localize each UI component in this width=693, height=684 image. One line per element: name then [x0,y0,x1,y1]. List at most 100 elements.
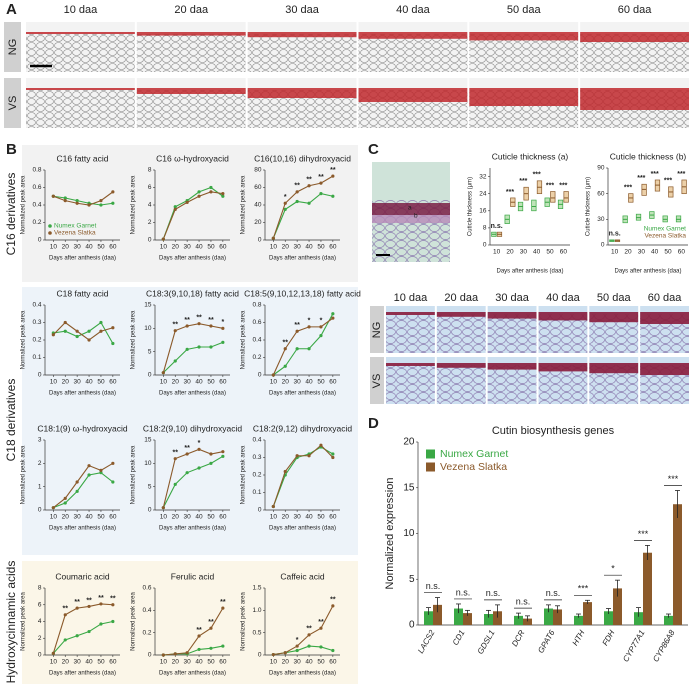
series-line [162,448,223,508]
point [63,496,67,500]
micrograph-cells [436,314,486,353]
x-tick-label: FDH [601,628,617,647]
y-tick-label: 3 [38,437,42,444]
point [185,651,189,655]
point [319,645,323,649]
x-tick-label: DCR [510,628,527,648]
x-tick-label: 20 [172,244,180,251]
significance: *** [624,185,632,192]
series-line [162,191,223,240]
point [87,338,91,342]
x-tick-label: 60 [329,244,337,251]
point [197,447,201,451]
significance: ** [294,322,300,329]
box [550,191,556,203]
bar [463,613,472,625]
y-tick-label: 10 [144,460,152,467]
point [197,194,201,198]
point [331,174,335,178]
row-label: NG [371,322,383,339]
y-tick-label: 6 [38,601,42,608]
y-tick-label: 0 [409,620,415,631]
chart-title: Cuticle thickness (b) [610,151,687,161]
x-tick-label: 20 [62,244,70,251]
bar [604,611,613,625]
chart-title: Caffeic acid [280,571,325,581]
point [331,194,335,198]
point [111,461,115,465]
image-mark: a [408,205,412,212]
y-tick-label: 0 [258,507,262,514]
x-tick-label: 30 [74,659,82,666]
cuticle-stain [580,32,689,42]
x-tick-label: 10 [50,244,58,251]
series-line [162,323,223,373]
point [283,651,287,655]
point [63,199,67,203]
x-tick-label: 50 [97,244,105,251]
x-tick-label: 20 [506,249,514,256]
micrograph-cells [136,90,246,128]
row-label: VS [7,96,19,111]
point [221,644,225,648]
cuticle-stain [358,32,468,39]
x-tick-label: 30 [184,514,192,521]
y-axis-label: Normalized peak area [131,175,137,234]
box [531,199,537,212]
point [75,606,79,610]
x-axis-label: Days after anthesis (daa) [159,256,226,262]
column-label: 60 daa [618,4,653,16]
significance: ** [98,595,104,602]
y-tick-label: 0 [258,237,262,244]
y-tick-label: 0.4 [142,607,151,614]
column-label: 50 daa [597,292,632,304]
significance: n.s. [426,581,441,591]
section-label: Hydroxycinnamic acids [4,561,18,684]
x-tick-label: CYP77A1 [621,629,646,664]
cuticle-stain [538,312,588,321]
series-line [53,195,113,206]
overview-micrograph [372,162,450,262]
point [99,203,103,207]
x-tick-label: 60 [219,514,227,521]
point [307,347,311,351]
significance: ** [208,317,214,324]
y-tick-label: 0.8 [252,302,261,309]
y-tick-label: 6 [148,184,152,191]
significance: ** [110,596,116,603]
point [99,320,103,325]
x-tick-label: 30 [294,514,302,521]
box [563,191,569,203]
micrograph-cells [386,314,435,353]
x-tick-label: 50 [97,379,105,386]
x-tick-label: GPAT6 [536,628,557,655]
x-tick-label: 20 [172,514,180,521]
significance: ** [63,606,69,613]
y-tick-label: 2 [38,460,42,467]
point [197,322,201,326]
x-tick-label: 60 [678,249,686,256]
point [75,634,79,638]
significance: ** [306,177,312,184]
bar [544,608,553,625]
x-tick-label: 40 [195,514,203,521]
point [185,452,189,456]
x-tick-label: GDSL1 [476,629,497,656]
point [51,506,55,510]
x-tick-label: 60 [219,379,227,386]
x-tick-label: 10 [50,379,58,386]
point [197,647,201,652]
x-tick-label: 60 [329,379,337,386]
significance: ** [184,317,190,324]
section-bg [22,145,358,282]
series-line [53,321,114,344]
x-axis-label: Days after anthesis (daa) [49,671,116,677]
panel-label: B [6,141,17,158]
significance: ** [208,619,214,626]
x-tick-label: 50 [546,249,554,256]
point [173,359,177,363]
column-label: 40 daa [396,4,431,16]
chart-title: C18:5(9,10,12,13,18) fatty acid [244,288,361,298]
panel-label: D [368,415,379,432]
cuticle-stain [247,32,357,38]
